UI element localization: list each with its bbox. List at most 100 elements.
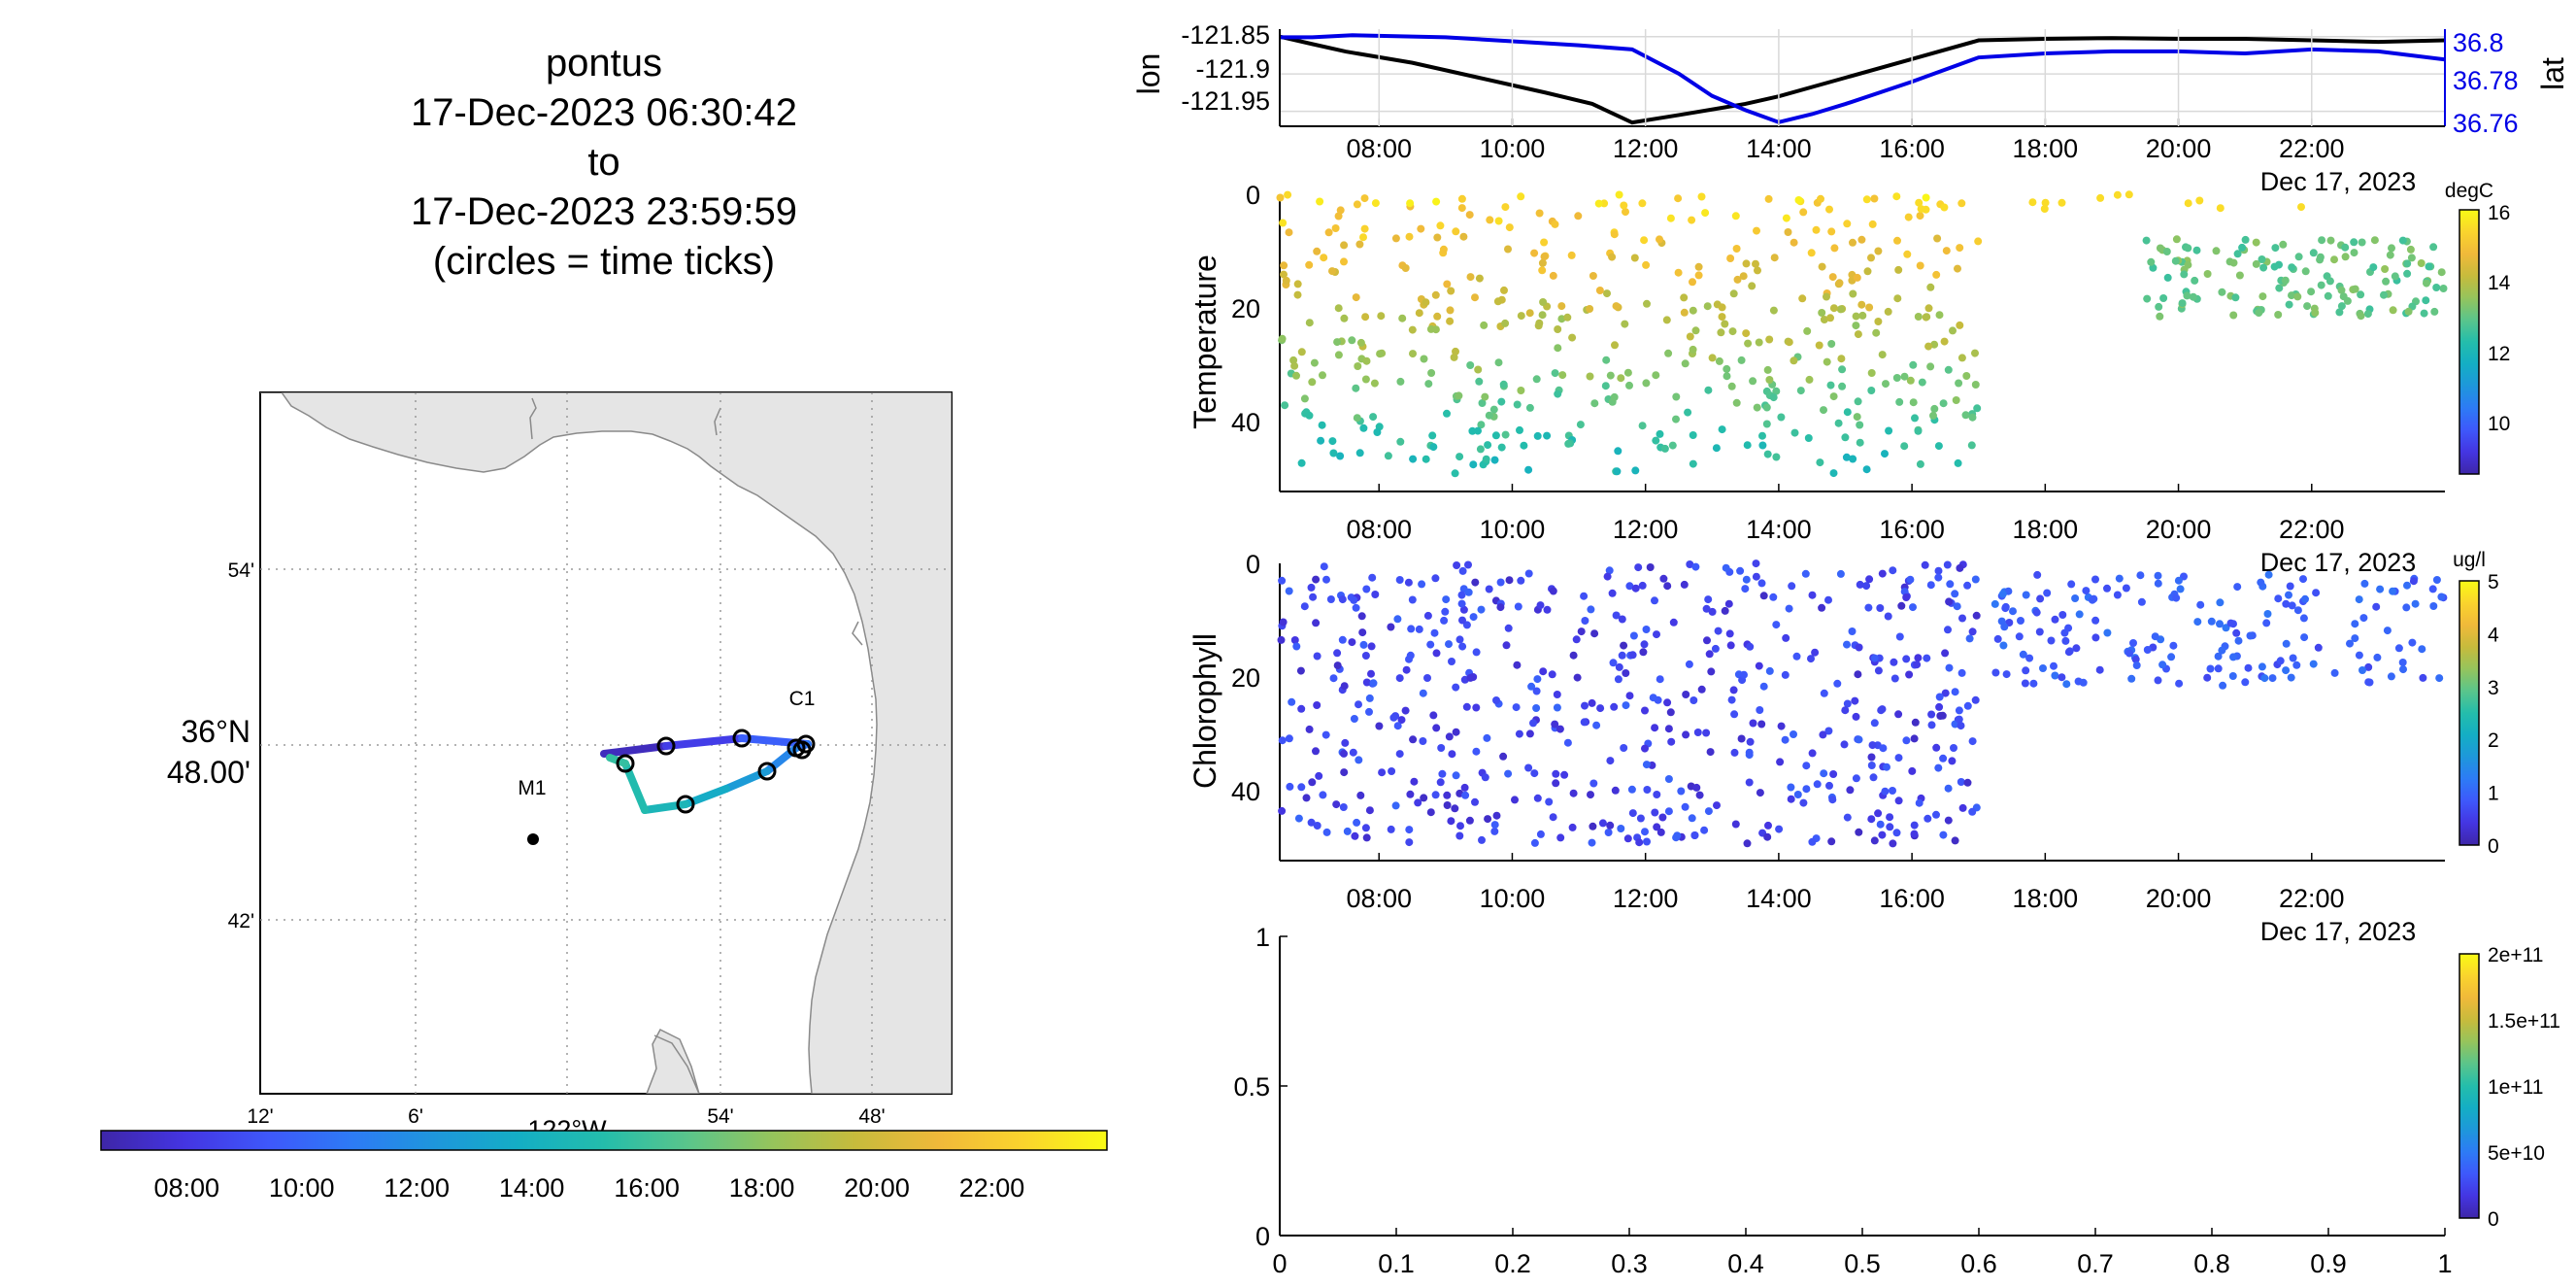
scatter-point bbox=[2370, 236, 2379, 245]
scatter-point bbox=[1617, 374, 1625, 383]
scatter-point bbox=[1968, 627, 1977, 636]
scatter-point bbox=[1420, 794, 1428, 802]
scatter-point bbox=[1743, 839, 1752, 848]
scatter-point bbox=[1681, 802, 1689, 811]
scatter-point bbox=[2174, 576, 2183, 585]
scatter-point bbox=[1663, 698, 1672, 707]
scatter-point bbox=[2403, 259, 2412, 268]
scatter-point bbox=[2159, 294, 2168, 302]
scatter-point bbox=[1843, 813, 1852, 822]
scatter-point bbox=[2171, 256, 2180, 265]
time-tick-label: 22:00 bbox=[2279, 134, 2345, 163]
map-colorbar-tick: 10:00 bbox=[269, 1173, 335, 1203]
scatter-point bbox=[1359, 233, 1367, 242]
scatter-point bbox=[1408, 595, 1417, 604]
scatter-point bbox=[1894, 754, 1903, 763]
scatter-point bbox=[1378, 768, 1387, 777]
scatter-point bbox=[2350, 249, 2359, 257]
temp-colorbar bbox=[2459, 209, 2480, 475]
scatter-point bbox=[1431, 574, 1440, 583]
scatter-point bbox=[1963, 701, 1972, 710]
scatter-point bbox=[1829, 469, 1838, 478]
chl-cb-tick: 4 bbox=[2488, 624, 2499, 646]
panel-lon-lat: -121.85 -121.9 -121.95 36.8 36.78 36.76 … bbox=[1131, 20, 2570, 196]
scatter-point bbox=[1818, 309, 1826, 317]
scatter-point bbox=[2282, 639, 2291, 648]
scatter-point bbox=[1429, 711, 1438, 720]
scatter-point bbox=[1721, 606, 1729, 615]
scatter-point bbox=[1754, 266, 1761, 275]
scatter-point bbox=[1954, 458, 1962, 467]
scatter-point bbox=[1505, 223, 1514, 232]
scatter-point bbox=[1491, 431, 1500, 440]
scatter-point bbox=[1482, 455, 1490, 463]
scatter-point bbox=[1483, 733, 1491, 742]
scatter-point bbox=[1926, 362, 1935, 371]
scatter-point bbox=[1726, 254, 1735, 262]
scatter-point bbox=[1688, 216, 1696, 224]
scatter-point bbox=[1828, 796, 1837, 804]
scatter-point bbox=[1854, 397, 1862, 406]
scatter-point bbox=[1957, 199, 1966, 208]
scatter-point bbox=[1854, 330, 1862, 339]
scatter-point bbox=[1762, 420, 1771, 428]
scatter-point bbox=[1825, 205, 1833, 214]
scatter-point bbox=[1999, 641, 2008, 650]
scatter-point bbox=[1694, 271, 1703, 280]
scatter-point bbox=[1352, 293, 1360, 302]
scatter-point bbox=[1944, 784, 1953, 793]
scatter-point bbox=[1553, 691, 1561, 698]
scatter-point bbox=[2082, 587, 2091, 595]
panel3-time-ticks: 08:00 10:00 12:00 14:00 16:00 18:00 20:00 22:00… bbox=[1346, 853, 2416, 946]
scatter-point bbox=[1753, 403, 1761, 412]
scatter-point bbox=[1758, 431, 1766, 440]
scatter-point bbox=[1504, 245, 1512, 254]
scatter-point bbox=[1921, 560, 1929, 569]
time-tick-circle bbox=[757, 762, 777, 781]
scatter-point bbox=[2285, 300, 2293, 309]
scatter-point bbox=[1340, 314, 1349, 322]
scatter-point bbox=[1765, 666, 1774, 675]
scatter-point bbox=[1279, 618, 1288, 627]
scatter-point bbox=[1643, 837, 1651, 846]
scatter-point bbox=[1886, 823, 1894, 831]
time-tick-circle bbox=[732, 729, 752, 748]
scatter-point bbox=[1321, 730, 1330, 739]
scatter-point bbox=[1782, 633, 1790, 642]
scatter-point bbox=[1622, 669, 1630, 677]
scatter-point bbox=[1617, 825, 1625, 832]
scatter-point bbox=[1957, 354, 1966, 362]
scatter-point bbox=[1326, 595, 1335, 603]
scatter-point bbox=[1890, 658, 1898, 666]
scatter-point bbox=[1967, 441, 1976, 450]
scatter-point bbox=[1951, 836, 1959, 845]
time-tick-label: 08:00 bbox=[1346, 884, 1412, 913]
scatter-point bbox=[1694, 262, 1703, 271]
scatter-point bbox=[1592, 721, 1601, 729]
scatter-point bbox=[1963, 778, 1972, 787]
scatter-point bbox=[1756, 789, 1764, 797]
scatter-point bbox=[1701, 209, 1710, 218]
scatter-point bbox=[1606, 371, 1615, 380]
scatter-point bbox=[1993, 634, 2002, 643]
scatter-point bbox=[1586, 372, 1594, 381]
scatter-point bbox=[1672, 392, 1681, 401]
scatter-point bbox=[1640, 640, 1649, 649]
map-colorbar-tick: 22:00 bbox=[959, 1173, 1025, 1203]
scatter-point bbox=[1951, 688, 1959, 696]
scatter-point bbox=[1816, 458, 1824, 467]
scatter-point bbox=[1656, 828, 1665, 836]
scatter-point bbox=[2207, 617, 2216, 626]
x-tick-label: 0.5 bbox=[1844, 1249, 1881, 1278]
scatter-point bbox=[1452, 227, 1460, 236]
scatter-point bbox=[1682, 691, 1690, 698]
scatter-point bbox=[1753, 226, 1760, 235]
scatter-point bbox=[1843, 408, 1852, 417]
scatter-point bbox=[2206, 664, 2215, 673]
scatter-point bbox=[2425, 262, 2433, 271]
scatter-point bbox=[1805, 375, 1814, 384]
scatter-point bbox=[1943, 560, 1952, 569]
scatter-point bbox=[1513, 400, 1522, 409]
scatter-point bbox=[2051, 615, 2059, 624]
scatter-point bbox=[1867, 753, 1876, 762]
